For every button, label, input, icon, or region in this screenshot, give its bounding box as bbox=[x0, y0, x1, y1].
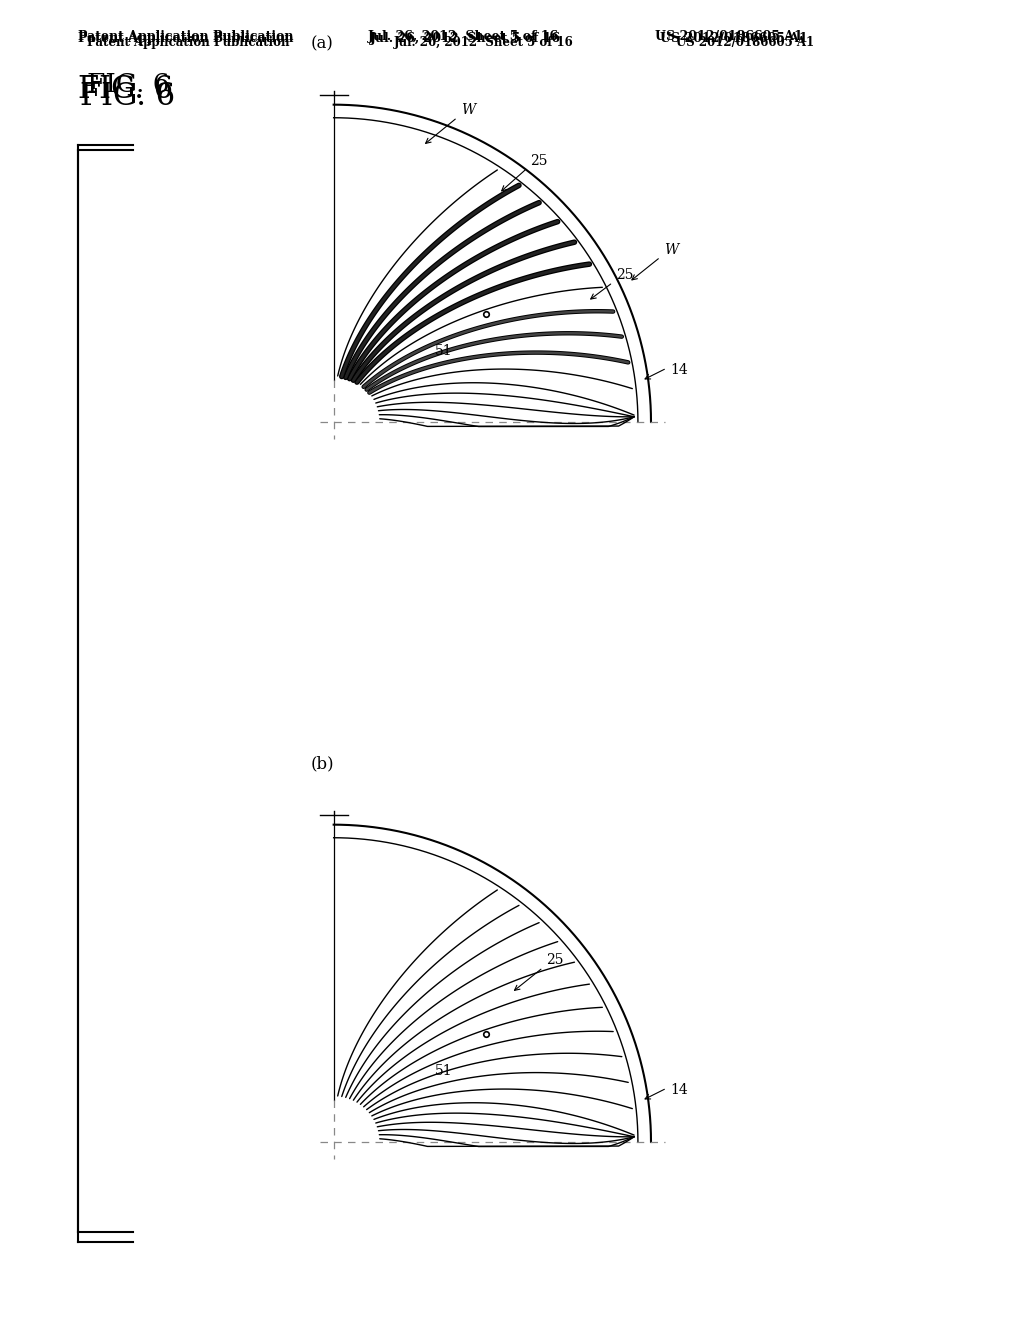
Text: (a): (a) bbox=[310, 36, 333, 53]
Text: FIG. 6: FIG. 6 bbox=[80, 81, 175, 112]
Text: US 2012/0186605 A1: US 2012/0186605 A1 bbox=[660, 32, 808, 45]
Text: Patent Application Publication: Patent Application Publication bbox=[78, 30, 294, 44]
Text: Jul. 26, 2012  Sheet 5 of 16: Jul. 26, 2012 Sheet 5 of 16 bbox=[370, 32, 561, 45]
Text: Jul. 26, 2012  Sheet 5 of 16: Jul. 26, 2012 Sheet 5 of 16 bbox=[394, 36, 574, 49]
Text: W: W bbox=[461, 103, 475, 117]
Text: 14: 14 bbox=[670, 1084, 688, 1097]
Text: 14: 14 bbox=[670, 363, 688, 378]
Text: W: W bbox=[664, 243, 678, 257]
Text: Patent Application Publication: Patent Application Publication bbox=[78, 32, 294, 45]
Text: 51: 51 bbox=[435, 345, 453, 358]
Text: 25: 25 bbox=[530, 154, 548, 168]
Text: US 2012/0186605 A1: US 2012/0186605 A1 bbox=[655, 30, 803, 44]
Text: 25: 25 bbox=[546, 953, 564, 968]
Text: (b): (b) bbox=[310, 755, 334, 772]
Text: FIG. 6: FIG. 6 bbox=[78, 74, 173, 106]
Text: FIG. 6: FIG. 6 bbox=[87, 73, 170, 98]
Text: US 2012/0186605 A1: US 2012/0186605 A1 bbox=[676, 36, 814, 49]
Text: Patent Application Publication: Patent Application Publication bbox=[87, 36, 290, 49]
Text: Jul. 26, 2012  Sheet 5 of 16: Jul. 26, 2012 Sheet 5 of 16 bbox=[368, 30, 559, 44]
Text: 51: 51 bbox=[435, 1064, 453, 1078]
Text: 25: 25 bbox=[616, 268, 634, 282]
